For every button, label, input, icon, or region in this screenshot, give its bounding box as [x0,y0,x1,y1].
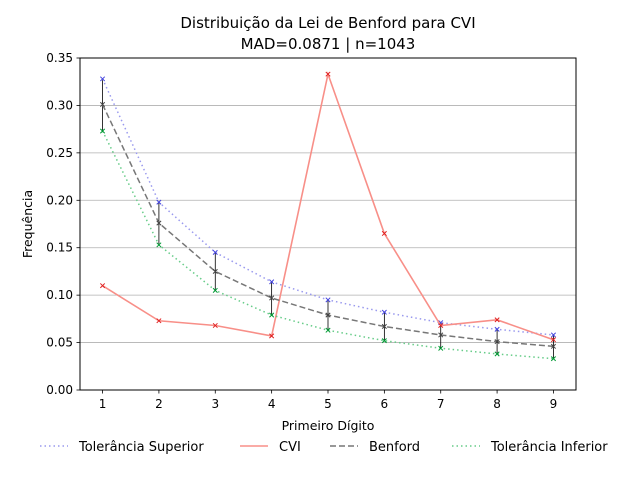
legend-label: Tolerância Superior [78,440,204,455]
series-point [550,337,557,343]
y-tick-label: 0.00 [46,383,73,397]
series-line [101,78,554,336]
series-point [381,323,387,329]
series-point [212,322,218,329]
tolerance-bars [102,78,554,359]
y-axis-ticks: 0.00 0.05 0.10 0.15 0.20 0.25 0.30 0.35 [46,51,80,397]
legend-label: Tolerância Inferior [490,440,608,455]
y-tick-label: 0.20 [46,193,73,207]
series-point [212,249,218,256]
x-tick-label: 9 [550,397,558,411]
x-tick-label: 7 [437,397,445,411]
x-tick-label: 6 [381,397,389,411]
legend: Tolerância Superior CVI Benford Tolerância … [40,440,608,455]
legend-label: Benford [369,440,420,455]
y-tick-label: 0.30 [46,98,73,112]
series-point [438,332,444,338]
plot-frame [79,57,577,391]
y-tick-label: 0.35 [46,51,73,65]
series-point [325,327,331,333]
series-point [325,71,331,77]
grid [80,57,576,391]
series-point [99,128,106,134]
y-axis-label: Frequência [20,190,35,258]
series-point [325,297,331,303]
y-tick-label: 0.25 [46,146,73,160]
x-tick-label: 4 [268,397,276,411]
series-point [269,312,275,318]
x-axis-ticks: 1 2 3 4 5 6 7 8 9 [99,390,558,411]
series-point [550,332,557,338]
series-point [269,333,275,339]
series-point [212,287,218,293]
x-tick-label: 1 [99,397,107,411]
chart-subtitle: MAD=0.0871 | n=1043 [241,35,416,53]
series-point [494,317,500,323]
x-axis-label: Primeiro Dígito [282,418,375,433]
series-point [156,318,162,324]
x-tick-label: 8 [493,397,501,411]
series-lines [99,71,557,362]
series-point [325,312,331,318]
x-tick-label: 3 [211,397,219,411]
series-point [156,199,162,205]
y-tick-label: 0.15 [46,241,73,255]
series-point [381,338,387,344]
series-point [381,309,387,315]
legend-label: CVI [279,440,301,455]
series-point [99,101,106,108]
series-point [550,343,557,349]
series-point [269,279,275,285]
series-point [156,220,162,226]
series-point [438,345,444,351]
series-point [212,268,218,274]
series-point [494,351,500,357]
series-point [550,356,557,362]
y-tick-label: 0.10 [46,288,73,302]
series-point [99,76,106,82]
series-point [269,295,275,301]
series-point [494,326,500,332]
chart-title: Distribuição da Lei de Benford para CVI [180,14,475,32]
series-point [99,283,106,289]
series-point [438,322,444,329]
y-tick-label: 0.05 [46,336,73,350]
series-point [381,230,387,237]
series-point [494,339,500,345]
x-tick-label: 2 [155,397,163,411]
series-point [156,242,162,248]
x-tick-label: 5 [324,397,332,411]
